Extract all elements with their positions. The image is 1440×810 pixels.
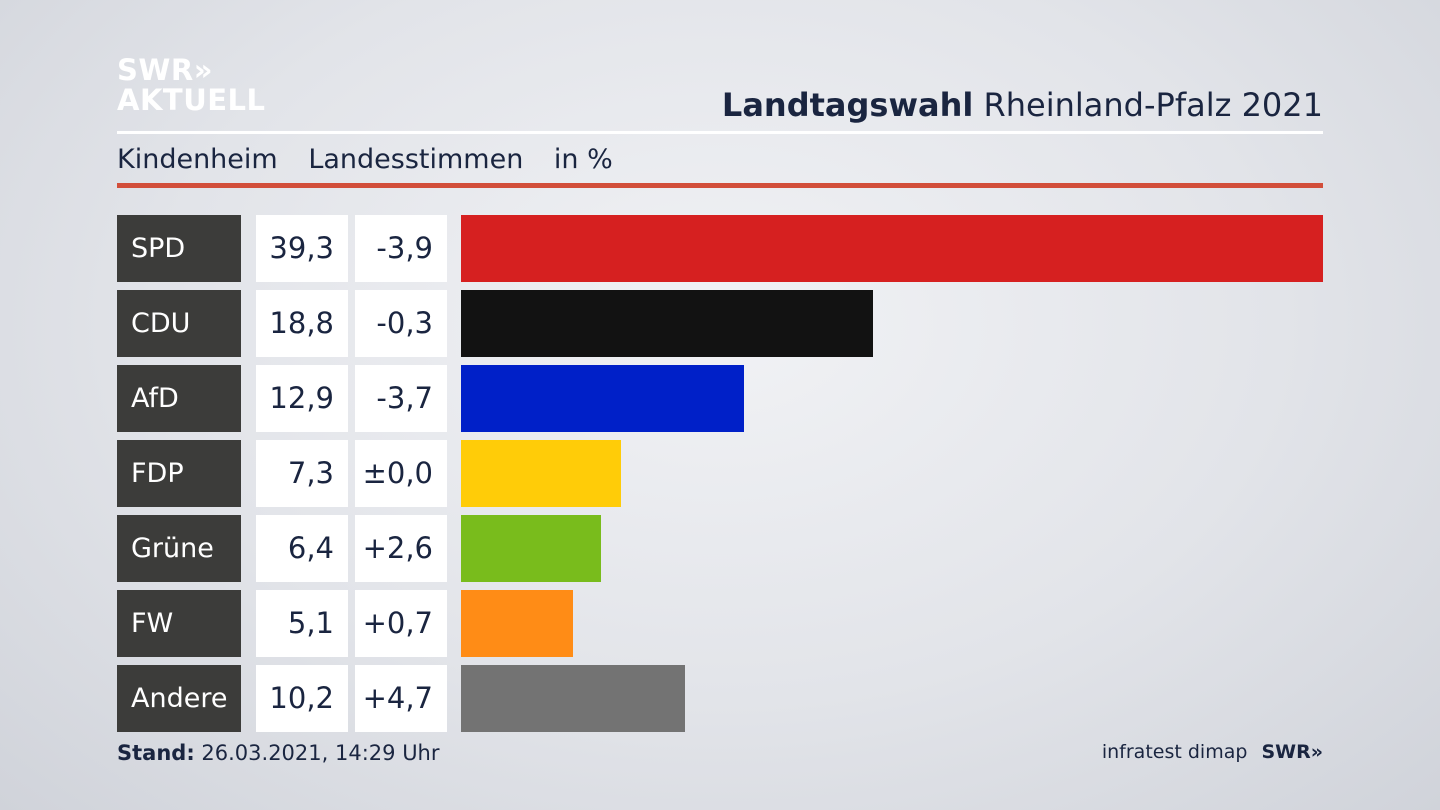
swr-aktuell-logo: SWR» AKTUELL (117, 55, 266, 115)
party-label: Grüne (117, 515, 241, 582)
bar-row: FW 5,1 +0,7 (117, 590, 1323, 657)
bar (461, 440, 621, 507)
bar (461, 590, 573, 657)
party-label: FW (117, 590, 241, 657)
value-label: 7,3 (256, 440, 348, 507)
swr-brand: SWR» (1261, 741, 1323, 763)
logo-line1: SWR» (117, 53, 213, 87)
bar-row: CDU 18,8 -0,3 (117, 290, 1323, 357)
logo-line2: AKTUELL (117, 83, 266, 117)
bar-row: SPD 39,3 -3,9 (117, 215, 1323, 282)
bar (461, 665, 685, 732)
bar (461, 290, 873, 357)
diff-label: -3,7 (355, 365, 447, 432)
source-name: infratest dimap (1101, 741, 1248, 763)
subtitle-type: Landesstimmen (308, 144, 524, 175)
diff-label: +4,7 (355, 665, 447, 732)
value-label: 39,3 (256, 215, 348, 282)
diff-label: +0,7 (355, 590, 447, 657)
party-label: Andere (117, 665, 241, 732)
bar-row: FDP 7,3 ±0,0 (117, 440, 1323, 507)
bar (461, 365, 744, 432)
title-bold: Landtagswahl (721, 86, 974, 124)
stand-label: Stand: (117, 741, 195, 765)
value-label: 5,1 (256, 590, 348, 657)
bar (461, 515, 601, 582)
diff-label: -0,3 (355, 290, 447, 357)
subtitle-place: Kindenheim (117, 144, 278, 175)
title-divider (117, 131, 1323, 134)
diff-label: ±0,0 (355, 440, 447, 507)
title-rest: Rheinland-Pfalz 2021 (983, 86, 1323, 124)
timestamp: Stand: 26.03.2021, 14:29 Uhr (117, 741, 440, 765)
value-label: 12,9 (256, 365, 348, 432)
party-label: CDU (117, 290, 241, 357)
party-label: AfD (117, 365, 241, 432)
subtitle-unit: in % (553, 144, 613, 175)
bar-row: AfD 12,9 -3,7 (117, 365, 1323, 432)
chart-subtitle: Kindenheim Landesstimmen in % (117, 144, 635, 175)
diff-label: +2,6 (355, 515, 447, 582)
bar-row: Andere 10,2 +4,7 (117, 665, 1323, 732)
value-label: 18,8 (256, 290, 348, 357)
value-label: 6,4 (256, 515, 348, 582)
accent-divider (117, 183, 1323, 188)
value-label: 10,2 (256, 665, 348, 732)
page-title: Landtagswahl Rheinland-Pfalz 2021 (722, 86, 1323, 124)
stand-value: 26.03.2021, 14:29 Uhr (201, 741, 440, 765)
bar-row: Grüne 6,4 +2,6 (117, 515, 1323, 582)
source-credit: infratest dimap SWR» (1102, 741, 1323, 763)
diff-label: -3,9 (355, 215, 447, 282)
party-label: FDP (117, 440, 241, 507)
party-label: SPD (117, 215, 241, 282)
bar (461, 215, 1323, 282)
